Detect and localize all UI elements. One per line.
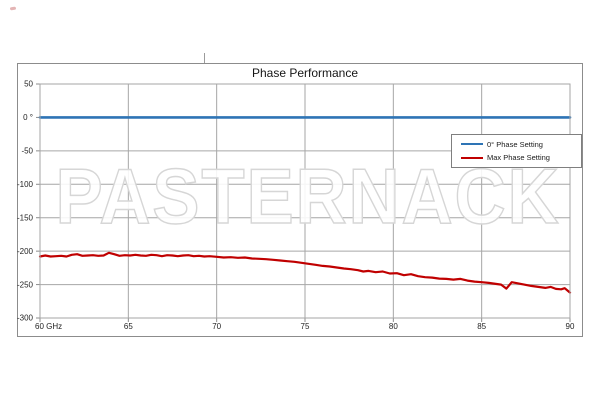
chart-title: Phase Performance <box>251 66 359 80</box>
y-tick-label: -50 <box>21 147 33 156</box>
legend-item-0-phase: 0° Phase Setting <box>461 140 581 149</box>
y-tick-label: -300 <box>17 314 34 323</box>
chart-frame <box>17 63 583 337</box>
x-tick-label: 75 <box>301 322 310 331</box>
legend-item-max-phase: Max Phase Setting <box>461 153 581 162</box>
x-tick-label: 80 <box>389 322 398 331</box>
legend-line-sample-blue <box>461 143 483 146</box>
legend-line-sample-red <box>461 156 483 159</box>
x-tick-label: 70 <box>212 322 221 331</box>
y-tick-label: 0 ° <box>23 113 33 122</box>
legend-label: Max Phase Setting <box>487 153 550 163</box>
series-line-max-phase <box>38 251 572 294</box>
y-tick-label: -250 <box>17 280 34 289</box>
legend-label: 0° Phase Setting <box>487 139 543 149</box>
series-layer <box>38 116 572 294</box>
x-tick-label: 85 <box>477 322 486 331</box>
y-tick-label: -150 <box>17 213 34 222</box>
plot-border <box>39 83 571 319</box>
x-tick-label: 90 <box>566 322 575 331</box>
x-tick-label: 60 GHz <box>35 322 62 331</box>
artifact-gray-line <box>204 53 205 64</box>
x-tick-label: 65 <box>124 322 133 331</box>
y-tick-label: -100 <box>17 180 34 189</box>
y-tick-label: 50 <box>24 80 33 89</box>
y-tick-label: -200 <box>17 247 34 256</box>
legend: 0° Phase Setting Max Phase Setting <box>451 134 582 168</box>
